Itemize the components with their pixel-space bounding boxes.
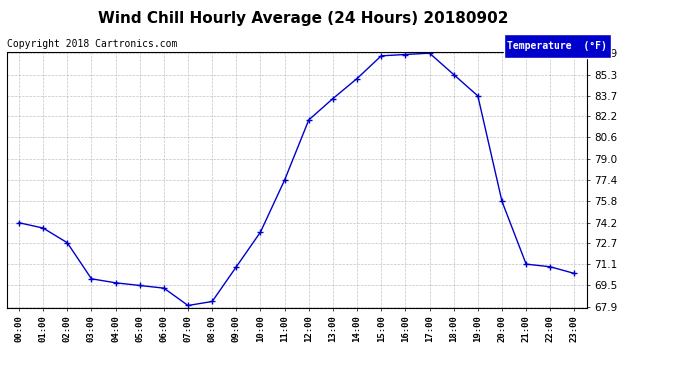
Text: Temperature  (°F): Temperature (°F) (507, 41, 607, 51)
Text: Copyright 2018 Cartronics.com: Copyright 2018 Cartronics.com (7, 39, 177, 50)
Text: Wind Chill Hourly Average (24 Hours) 20180902: Wind Chill Hourly Average (24 Hours) 201… (99, 11, 509, 26)
